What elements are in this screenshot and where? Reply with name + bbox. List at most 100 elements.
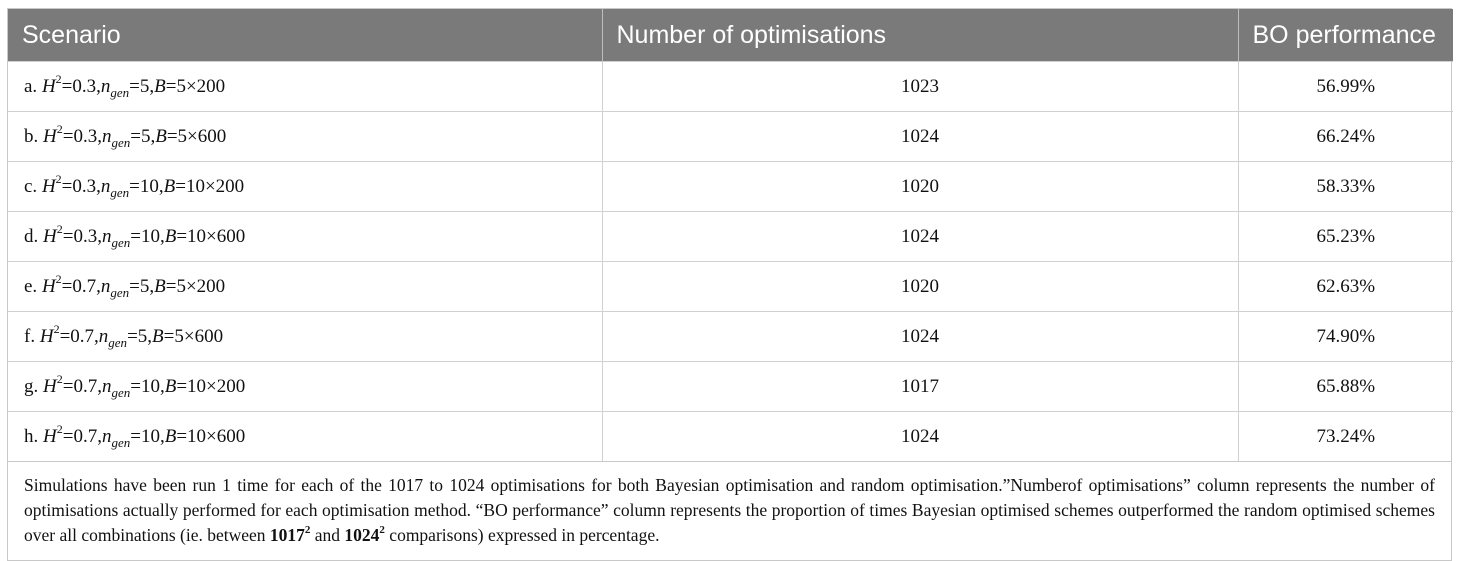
footnote-bold-1017: 10172 bbox=[269, 524, 311, 546]
h2-value: 0.7 bbox=[73, 425, 98, 447]
table-row: f. H2=0.7,ngen=5,B=5×600 1024 74.90% bbox=[8, 311, 1453, 362]
h2-value: 0.3 bbox=[73, 225, 98, 247]
h-symbol: H bbox=[41, 175, 56, 197]
b-value: 10×200 bbox=[187, 375, 246, 397]
bo-performance-cell: 56.99% bbox=[1238, 61, 1453, 112]
bo-performance-cell: 74.90% bbox=[1238, 311, 1453, 362]
n-symbol: n bbox=[101, 375, 112, 397]
table-row: e. H2=0.7,ngen=5,B=5×200 1020 62.63% bbox=[8, 261, 1453, 312]
footnote-text-1: Simulations have been run 1 time for eac… bbox=[24, 475, 1435, 545]
h-superscript: 2 bbox=[56, 221, 63, 236]
optimisations-count-cell: 1024 bbox=[602, 311, 1239, 362]
bo-performance-cell: 62.63% bbox=[1238, 261, 1453, 312]
header-number-of-optimisations: Number of optimisations bbox=[602, 9, 1239, 62]
header-bo-performance: BO performance bbox=[1238, 9, 1453, 62]
gen-subscript: gen bbox=[111, 434, 131, 450]
h-symbol: H bbox=[41, 275, 56, 297]
b-value: 10×600 bbox=[187, 225, 246, 247]
n-symbol: n bbox=[101, 425, 112, 447]
n-symbol: n bbox=[100, 75, 111, 97]
b-value: 5×600 bbox=[174, 325, 224, 347]
bo-performance-cell: 58.33% bbox=[1238, 161, 1453, 212]
n-symbol: n bbox=[101, 225, 112, 247]
scenario-prefix: d. bbox=[24, 225, 39, 247]
optimisations-count-cell: 1024 bbox=[602, 211, 1239, 262]
optimisations-count-cell: 1020 bbox=[602, 161, 1239, 212]
b-value: 5×600 bbox=[177, 125, 227, 147]
ngen-value: 5 bbox=[139, 75, 150, 97]
bo-performance-cell: 65.88% bbox=[1238, 361, 1453, 412]
gen-subscript: gen bbox=[111, 384, 131, 400]
h-symbol: H bbox=[43, 425, 57, 447]
header-scenario: Scenario bbox=[8, 9, 603, 62]
footnote-text-2: and bbox=[310, 525, 345, 545]
scenario-prefix: c. bbox=[24, 175, 38, 197]
n-symbol: n bbox=[100, 175, 111, 197]
scenario-cell: h. H2=0.7,ngen=10,B=10×600 bbox=[8, 411, 603, 461]
n-symbol: n bbox=[100, 275, 111, 297]
ngen-value: 5 bbox=[139, 275, 150, 297]
table-row: a. H2=0.3,ngen=5,B=5×200 1023 56.99% bbox=[8, 61, 1453, 112]
gen-subscript: gen bbox=[111, 134, 131, 150]
optimisations-count-cell: 1017 bbox=[602, 361, 1239, 412]
h2-value: 0.7 bbox=[70, 325, 95, 347]
b-value: 10×200 bbox=[185, 175, 245, 197]
h-symbol: H bbox=[41, 75, 56, 97]
b-value: 5×200 bbox=[176, 75, 226, 97]
h2-value: 0.3 bbox=[72, 175, 97, 197]
h-symbol: H bbox=[43, 375, 57, 397]
optimisations-count-cell: 1023 bbox=[602, 61, 1239, 112]
h2-value: 0.7 bbox=[72, 275, 97, 297]
h-symbol: H bbox=[43, 125, 57, 147]
h-symbol: H bbox=[39, 325, 54, 347]
header-row: Scenario Number of optimisations BO perf… bbox=[8, 9, 1453, 62]
scenario-prefix: h. bbox=[24, 425, 39, 447]
scenario-cell: g. H2=0.7,ngen=10,B=10×200 bbox=[8, 361, 603, 412]
h-superscript: 2 bbox=[56, 121, 63, 136]
scenario-prefix: b. bbox=[24, 125, 39, 147]
b-value: 5×200 bbox=[176, 275, 226, 297]
ngen-value: 5 bbox=[137, 325, 148, 347]
b-symbol: B bbox=[164, 425, 177, 447]
optimisations-count-cell: 1020 bbox=[602, 261, 1239, 312]
scenario-cell: c. H2=0.3,ngen=10,B=10×200 bbox=[8, 161, 603, 212]
optimisations-count-cell: 1024 bbox=[602, 111, 1239, 162]
bo-performance-cell: 73.24% bbox=[1238, 411, 1453, 461]
footnote-text-3: comparisons) expressed in percentage. bbox=[384, 525, 660, 545]
scenario-prefix: e. bbox=[24, 275, 38, 297]
n-symbol: n bbox=[98, 325, 109, 347]
b-symbol: B bbox=[152, 325, 164, 347]
scenario-cell: a. H2=0.3,ngen=5,B=5×200 bbox=[8, 61, 603, 112]
table-body: a. H2=0.3,ngen=5,B=5×200 1023 56.99% b. H2=… bbox=[8, 61, 1453, 461]
ngen-value: 10 bbox=[140, 425, 160, 447]
b-symbol: B bbox=[154, 75, 166, 97]
b-symbol: B bbox=[154, 275, 166, 297]
scenario-cell: e. H2=0.7,ngen=5,B=5×200 bbox=[8, 261, 603, 312]
h-superscript: 2 bbox=[53, 321, 60, 336]
n-symbol: n bbox=[101, 125, 112, 147]
h-symbol: H bbox=[43, 225, 57, 247]
b-symbol: B bbox=[164, 375, 177, 397]
b-symbol: B bbox=[163, 175, 176, 197]
h2-value: 0.7 bbox=[73, 375, 98, 397]
results-table: Scenario Number of optimisations BO perf… bbox=[8, 9, 1453, 461]
b-symbol: B bbox=[155, 125, 167, 147]
optimisations-count-cell: 1024 bbox=[602, 411, 1239, 461]
b-symbol: B bbox=[164, 225, 177, 247]
ngen-value: 10 bbox=[140, 225, 160, 247]
gen-subscript: gen bbox=[111, 234, 131, 250]
scenario-prefix: g. bbox=[24, 375, 39, 397]
table-row: g. H2=0.7,ngen=10,B=10×200 1017 65.88% bbox=[8, 361, 1453, 412]
scenario-cell: b. H2=0.3,ngen=5,B=5×600 bbox=[8, 111, 603, 162]
table-footnote: Simulations have been run 1 time for eac… bbox=[8, 461, 1451, 560]
table-row: c. H2=0.3,ngen=10,B=10×200 1020 58.33% bbox=[8, 161, 1453, 212]
table-row: h. H2=0.7,ngen=10,B=10×600 1024 73.24% bbox=[8, 411, 1453, 461]
gen-subscript: gen bbox=[108, 334, 128, 350]
h-superscript: 2 bbox=[55, 271, 62, 286]
ngen-value: 10 bbox=[139, 175, 159, 197]
results-table-container: Scenario Number of optimisations BO perf… bbox=[7, 8, 1453, 561]
h2-value: 0.3 bbox=[72, 75, 97, 97]
scenario-prefix: a. bbox=[24, 75, 38, 97]
gen-subscript: gen bbox=[110, 184, 130, 200]
h2-value: 0.3 bbox=[73, 125, 98, 147]
